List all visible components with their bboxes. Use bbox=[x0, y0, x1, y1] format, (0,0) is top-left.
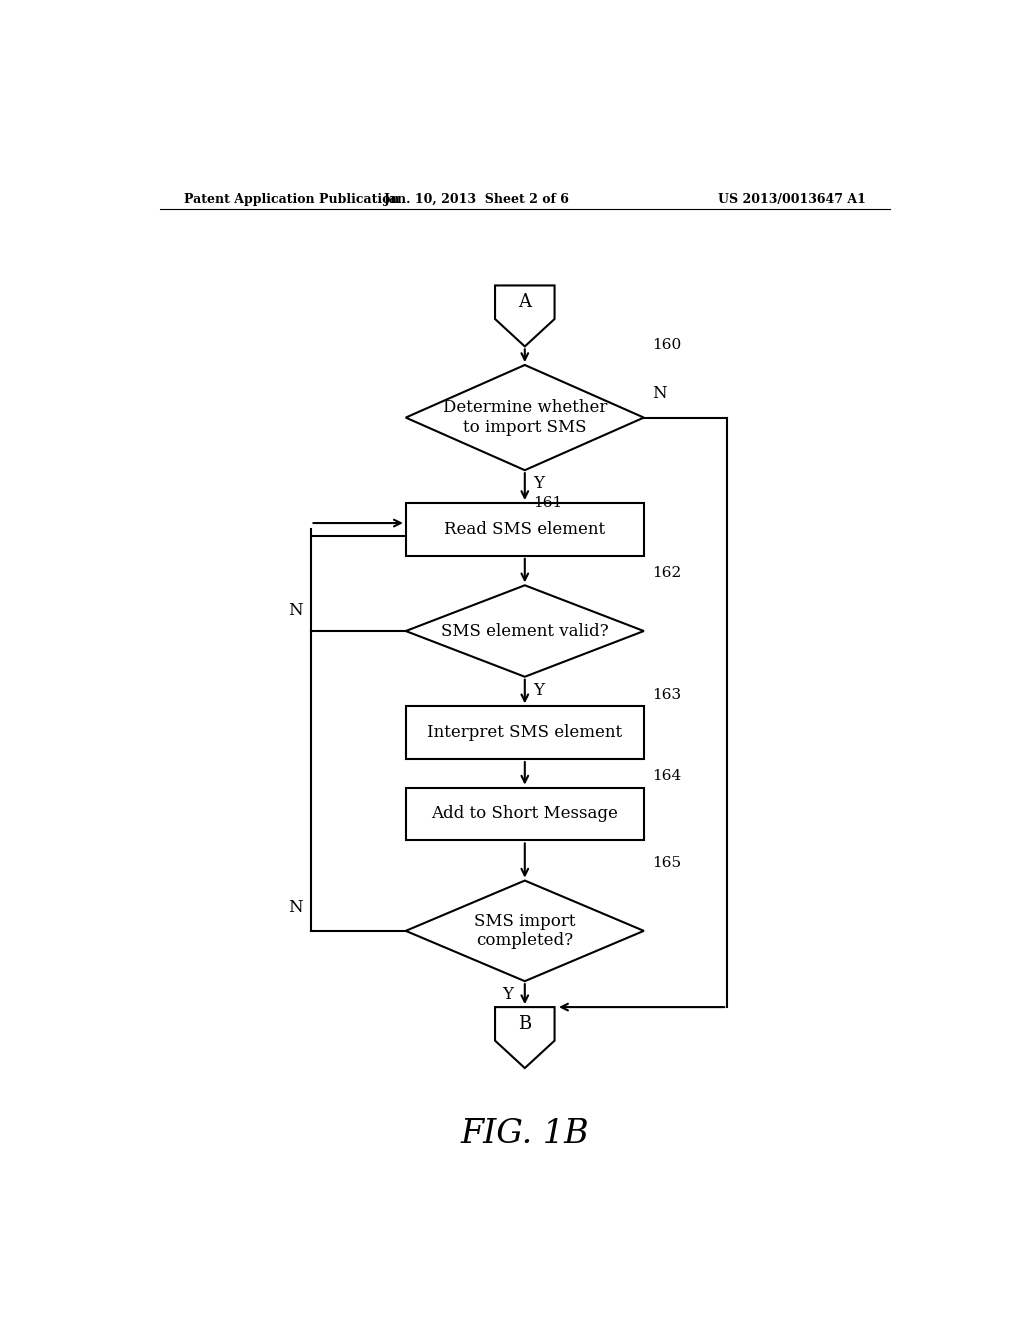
Text: 164: 164 bbox=[652, 770, 681, 784]
Text: N: N bbox=[288, 899, 303, 916]
Text: Y: Y bbox=[532, 475, 544, 492]
Text: 165: 165 bbox=[652, 855, 681, 870]
Text: SMS element valid?: SMS element valid? bbox=[441, 623, 608, 639]
Text: B: B bbox=[518, 1015, 531, 1032]
Bar bbox=[406, 788, 644, 841]
Text: Read SMS element: Read SMS element bbox=[444, 521, 605, 537]
Bar bbox=[406, 706, 644, 759]
Text: 161: 161 bbox=[532, 495, 562, 510]
Text: Patent Application Publication: Patent Application Publication bbox=[183, 193, 399, 206]
Text: 162: 162 bbox=[652, 566, 681, 581]
Bar bbox=[406, 503, 644, 556]
Text: FIG. 1B: FIG. 1B bbox=[461, 1118, 589, 1150]
Text: Jan. 10, 2013  Sheet 2 of 6: Jan. 10, 2013 Sheet 2 of 6 bbox=[384, 193, 570, 206]
Text: A: A bbox=[518, 293, 531, 312]
Text: Y: Y bbox=[502, 986, 513, 1003]
Text: US 2013/0013647 A1: US 2013/0013647 A1 bbox=[718, 193, 866, 206]
Text: 163: 163 bbox=[652, 688, 681, 702]
Text: SMS import
completed?: SMS import completed? bbox=[474, 912, 575, 949]
Text: 160: 160 bbox=[652, 338, 681, 351]
Text: Determine whether
to import SMS: Determine whether to import SMS bbox=[442, 399, 607, 436]
Text: N: N bbox=[652, 385, 667, 403]
Text: N: N bbox=[288, 602, 303, 619]
Text: Add to Short Message: Add to Short Message bbox=[431, 805, 618, 822]
Text: Y: Y bbox=[532, 682, 544, 698]
Text: Interpret SMS element: Interpret SMS element bbox=[427, 725, 623, 741]
